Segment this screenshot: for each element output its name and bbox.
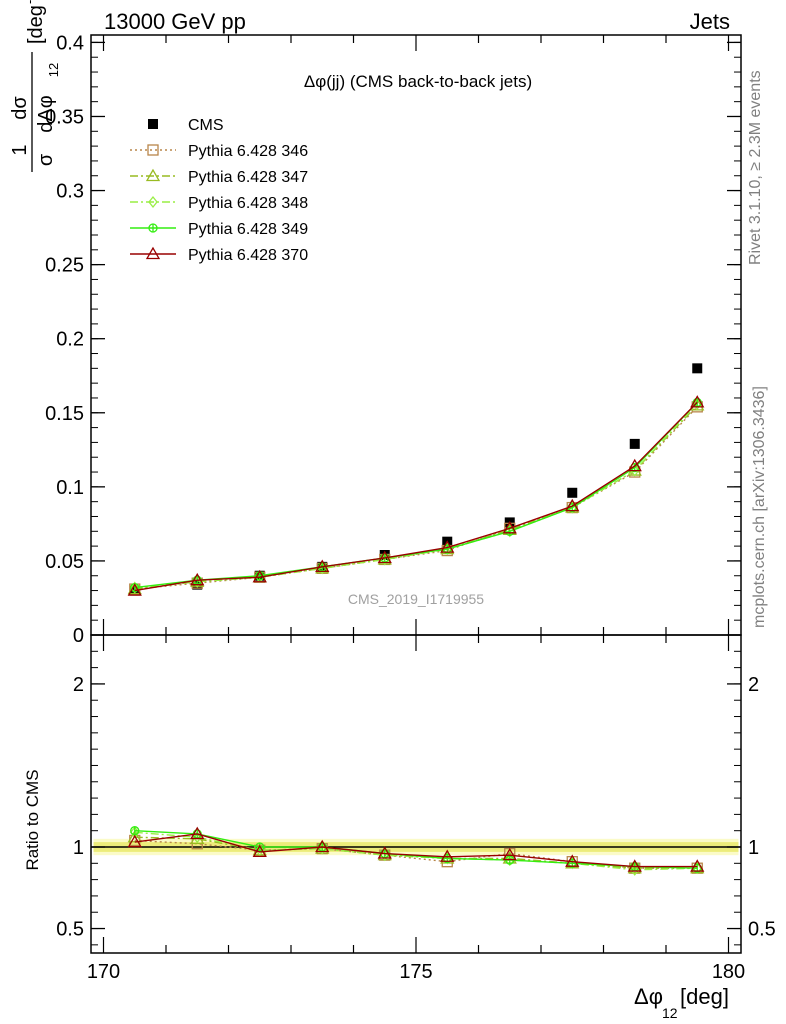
legend-marker-0 [148, 119, 158, 129]
xlabel-main: Δφ [634, 984, 663, 1009]
main-series-5-point-9 [690, 395, 705, 408]
ratio-series-4-point-1 [190, 826, 205, 840]
legend-marker-5 [145, 246, 161, 260]
ratio-x-ticks: 170 175 180 [87, 635, 745, 983]
legend-label-4: Pythia 6.428 349 [188, 221, 308, 238]
main-series-1-line [134, 406, 698, 590]
main-series-5-line [134, 401, 698, 592]
ratio-panel: 0.5 0.51 12 2 170 175 180 Ratio to CMS Δφ 12 … [23, 634, 776, 1021]
ratio-ytick-label-1: 1 [73, 837, 84, 859]
legend-marker-4 [148, 223, 158, 233]
main-chart-title: Δφ(jj) (CMS back-to-back jets) [304, 72, 532, 91]
ratio-series-layer [127, 826, 705, 876]
mcplots-label: mcplots.cern.ch [arXiv:1306.3436] [751, 386, 768, 628]
main-ytick-label-6: 0.3 [56, 181, 84, 203]
main-ytick-label-7: 0.35 [45, 106, 84, 128]
ratio-series-2-line [134, 831, 698, 871]
main-series-3-line [134, 403, 698, 589]
main-ytick-label-1: 0.05 [45, 551, 84, 573]
ratio-x-axis-label: Δφ 12 [deg] [634, 984, 729, 1021]
main-panel: 0 0.05 0.1 0.15 0.2 0.25 0.3 0.35 0.4 Δφ(jj) (CM… [9, 0, 742, 647]
header-energy-label: 13000 GeV pp [104, 9, 246, 34]
ratio-series-4-point-6 [502, 847, 517, 861]
xlabel-unit: [deg] [680, 984, 729, 1009]
ratio-series-4-point-5 [440, 849, 455, 862]
ylabel-sigma: σ [35, 153, 57, 166]
ratio-ytick-label-2: 2 [73, 674, 84, 696]
main-x-ticks [102, 35, 730, 635]
ratio-ytick-label-right-1: 1 [748, 837, 759, 859]
main-ytick-label-0: 0 [73, 625, 84, 647]
ratio-series-2-point-8 [629, 863, 640, 876]
xlabel-subscript: 12 [662, 1005, 678, 1021]
legend-label-5: Pythia 6.428 370 [188, 247, 308, 264]
rivet-version-label: Rivet 3.1.10, ≥ 2.3M events [747, 70, 764, 265]
ratio-series-2-point-6 [504, 854, 515, 867]
main-series-layer [127, 363, 705, 596]
main-y-axis-label: 1 dσ σ dΔφ 12 [deg -1 ] [9, 0, 61, 172]
ratio-series-2-point-1 [192, 831, 203, 844]
ratio-panel-frame [90, 634, 742, 954]
legend-marker-2 [145, 168, 161, 182]
ratio-series-4-line [134, 833, 698, 868]
legend-label-0: CMS [188, 117, 224, 134]
ratio-series-4-point-4 [377, 846, 392, 859]
main-series-5-point-7 [565, 498, 580, 512]
analysis-id-label: CMS_2019_I1719955 [348, 591, 484, 607]
ratio-ytick-label-right-2: 2 [748, 674, 759, 696]
main-series-5-point-0 [127, 583, 142, 596]
ylabel-subscript: 12 [46, 63, 61, 77]
main-series-5-point-4 [377, 550, 392, 564]
legend: CMS Pythia 6.428 346 Pythia 6.428 347 Pythi… [130, 117, 308, 264]
ratio-series-4-point-7 [565, 854, 580, 867]
legend-label-2: Pythia 6.428 347 [188, 169, 308, 186]
main-ytick-label-4: 0.2 [56, 329, 84, 351]
main-ytick-label-5: 0.25 [45, 255, 84, 277]
main-series-5-point-3 [315, 559, 330, 573]
ratio-ytick-label-right-0: 0.5 [748, 919, 776, 941]
ratio-series-3-point-0 [130, 826, 140, 836]
main-series-5-point-1 [190, 572, 205, 586]
ratio-series-4-point-3 [315, 839, 330, 853]
ylabel-unit-superscript: -1 [22, 0, 37, 4]
ratio-series-1-point-8 [627, 860, 642, 874]
main-ytick-label-8: 0.4 [56, 32, 84, 54]
ylabel-dsigma: dσ [9, 96, 31, 120]
ylabel-ddeltaphi: dΔφ [35, 95, 57, 132]
main-series-4-line [134, 401, 698, 589]
main-series-5-point-6 [502, 521, 517, 534]
ratio-series-4-point-8 [627, 859, 642, 872]
ratio-series-1-line [134, 836, 698, 869]
main-series-0-point-8 [629, 438, 640, 449]
ratio-y-ticks: 0.5 0.5 1 1 2 2 [56, 650, 776, 946]
ratio-ytick-label-0: 0.5 [56, 919, 84, 941]
header-jets-label: Jets [690, 9, 730, 34]
main-series-3-point-0 [129, 581, 140, 594]
main-series-5-point-5 [440, 540, 455, 553]
ratio-xtick-label-1: 175 [399, 961, 432, 983]
main-series-2-line [134, 404, 698, 590]
legend-label-1: Pythia 6.428 346 [188, 143, 308, 160]
legend-label-3: Pythia 6.428 348 [188, 195, 308, 212]
main-series-5-point-8 [627, 458, 642, 472]
ratio-series-2-point-2 [254, 844, 265, 857]
ratio-series-4-point-0 [127, 834, 142, 848]
main-y-ticks: 0 0.05 0.1 0.15 0.2 0.25 0.3 0.35 0.4 [45, 32, 741, 647]
main-ytick-label-2: 0.1 [56, 477, 84, 499]
ratio-y-axis-label: Ratio to CMS [23, 769, 42, 870]
ratio-xtick-label-2: 180 [712, 961, 745, 983]
main-ytick-label-3: 0.15 [45, 403, 84, 425]
ratio-series-3-line [134, 829, 698, 869]
main-series-0-point-7 [567, 487, 578, 498]
ratio-series-4-point-2 [252, 844, 267, 858]
legend-marker-1 [147, 144, 159, 156]
main-series-5-point-2 [252, 569, 267, 583]
ylabel-unit: [deg [25, 5, 47, 44]
ratio-xtick-label-0: 170 [87, 961, 120, 983]
ylabel-one: 1 [9, 144, 31, 155]
main-series-0-point-9 [692, 363, 703, 374]
ratio-series-4-point-9 [690, 859, 705, 872]
legend-marker-3 [148, 195, 158, 209]
